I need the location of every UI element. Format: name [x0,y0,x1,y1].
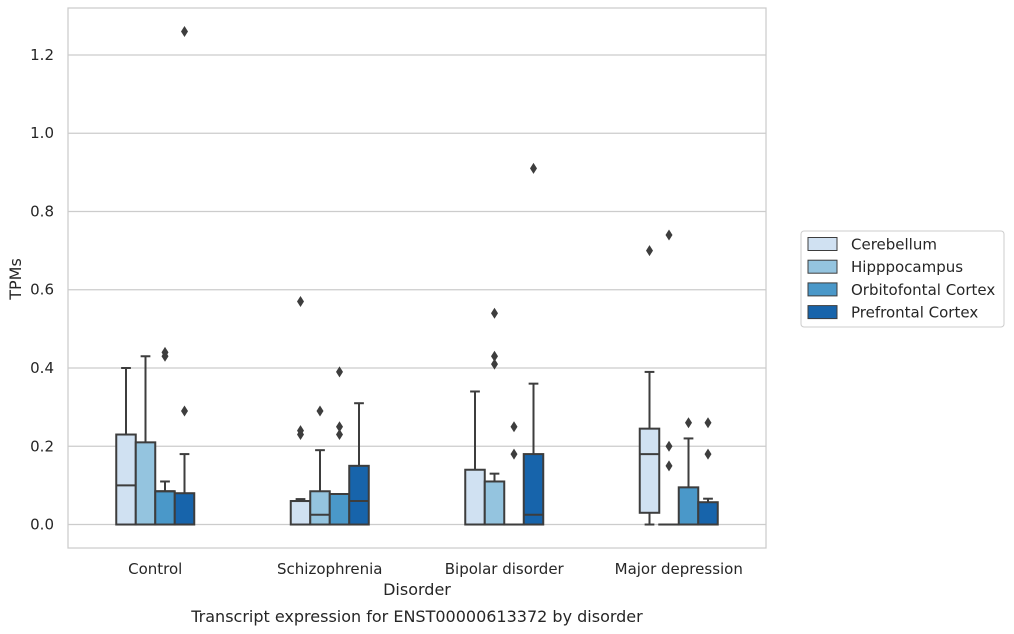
outlier-point [510,448,518,460]
outlier-point [685,417,692,429]
outlier-point [161,346,169,358]
legend-frame [800,230,1005,328]
y-tick-labels: 0.0 0.2 0.4 0.6 0.8 1.0 1.2 [30,46,54,534]
box-body [483,480,506,526]
box-group [173,25,196,526]
x-tick-labels: Control Schizophrenia Bipolar disorder Majo… [128,560,743,578]
box-body [173,492,196,526]
box-body [348,464,370,526]
box-body [328,493,351,526]
box-body [309,490,331,526]
outlier-point [704,417,712,429]
outlier-point [646,245,653,257]
x-axis-title: Disorder [383,580,451,599]
outlier-point [316,405,324,417]
outlier-point [491,358,498,370]
outlier-point [336,366,343,378]
box-body [697,501,719,526]
chart-caption: Transcript expression for ENST0000061337… [190,607,643,626]
legend-label: Cerebellum [851,236,937,254]
x-tick-label: Schizophrenia [277,560,382,578]
box-group [464,390,486,526]
box-group [154,346,176,526]
box-group [697,417,719,526]
x-tick-label: Control [128,560,182,578]
boxes [115,25,719,526]
y-tick-label: 1.0 [30,124,54,142]
plot-frame [67,7,767,549]
legend-label: Hipppocampus [851,258,963,276]
x-tick-label: Major depression [615,560,743,578]
y-tick-label: 0.6 [30,281,54,299]
outlier-point [336,429,343,441]
box-group [638,245,661,526]
outlier-point [491,307,498,319]
outlier-point [665,229,673,241]
legend-swatch [807,259,838,274]
box-body [522,453,545,526]
y-tick-label: 0.0 [30,516,54,534]
x-tick-label: Bipolar disorder [445,560,565,578]
outlier-point [530,162,537,174]
box-group [483,307,506,526]
box-body [154,490,176,526]
outlier-point [181,25,188,37]
y-tick-label: 0.2 [30,437,54,455]
outlier-point [181,405,188,417]
box-group [522,162,545,526]
box-group [134,355,157,526]
outlier-point [491,350,498,362]
box-body [289,500,312,526]
legend-swatch [807,237,838,251]
box-body [464,468,486,526]
legend-label: Orbitofontal Cortex [851,281,995,299]
outlier-point [665,440,673,452]
legend-label: Prefrontal Cortex [851,304,978,322]
outlier-point [297,425,304,437]
y-tick-label: 1.2 [30,46,54,64]
outlier-point [336,421,343,433]
box-body [677,486,700,526]
y-tick-label: 0.8 [30,202,54,220]
legend-swatch [807,282,838,297]
box-body [134,441,157,526]
box-group [658,229,680,526]
y-tick-label: 0.4 [30,359,54,377]
box-group [115,367,137,526]
outlier-point [665,460,673,472]
box-body [115,433,137,526]
legend: Cerebellum Hipppocampus Orbitofontal Corte… [800,230,1005,328]
legend-swatch [807,305,838,320]
box-group [348,402,370,526]
y-axis-title: TPMs [6,258,25,301]
box-body [638,427,661,514]
outlier-point [510,421,518,433]
outlier-point [704,448,712,460]
outlier-point [297,295,304,307]
box-group [328,366,351,526]
